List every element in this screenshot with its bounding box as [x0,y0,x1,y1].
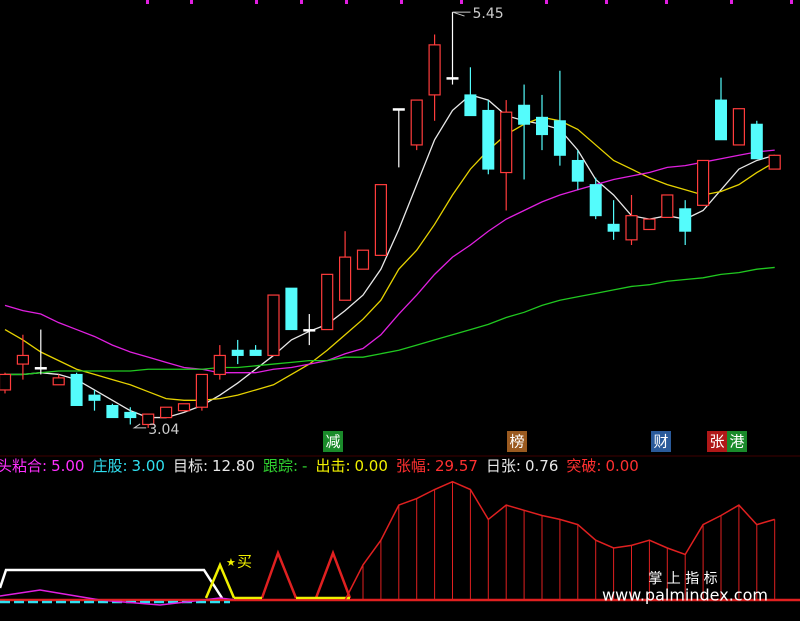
candle-body [249,349,262,356]
indicator-value: 0.76 [525,457,558,475]
badge-bg [323,431,343,452]
candle-body [70,373,83,406]
candle-body [661,194,674,219]
indicator-label: 突破: [566,457,601,475]
indicator-value: 0.00 [355,457,388,475]
candle-body [285,287,298,331]
badge: 财 [653,433,668,451]
ma-line [5,266,775,376]
badge-bg [727,431,747,452]
candle-body [34,367,47,370]
watermark-title: 掌 上 指 标 [648,571,717,587]
candle-body [446,77,459,80]
candle-body [553,120,566,156]
candle-body [428,44,441,96]
badge: 张 [709,433,724,451]
badge: 港 [729,433,744,451]
ma-line [4,149,775,374]
indicator-label: 跟踪: [263,457,298,475]
indicator-label: 目标: [173,457,208,475]
candle-body [500,111,513,174]
indicator-label: 头粘合: [0,457,47,475]
badge-bg [507,431,527,452]
candle-body [0,373,12,391]
high-pointer [452,11,471,17]
candle-body [160,406,173,419]
indicator-line [5,480,775,601]
indicator-value: - [302,457,307,475]
candle-body [571,159,584,182]
candle-body [625,215,638,241]
candle-body [464,94,477,117]
candle-body [643,218,656,231]
candle-body [607,223,620,232]
candle-body [303,329,316,332]
badge: 减 [325,433,340,451]
indicator-value: 29.57 [435,457,478,475]
indicator-value: 12.80 [212,457,255,475]
candle-body [732,108,746,146]
candle-body [231,349,244,356]
candle-body [267,294,280,357]
high-label: 5.45 [473,6,504,22]
plot: 5.45 3.04 减 榜 财 张港 ★ 买 头粘合: 5.00 庄股: 3.00 目标: 12.80 跟踪… [0,6,781,601]
candle-body [321,273,334,331]
indicator-label: 庄股: [92,457,127,475]
candle-body [195,373,208,408]
low-pointer [132,423,147,429]
candle-body [768,154,781,170]
indicator-label: 日张: [486,457,521,475]
candle-body [589,184,602,217]
indicator-value: 5.00 [51,457,84,475]
candle-body [392,108,405,111]
badge: 榜 [509,433,524,451]
indicator-row: 头粘合: 5.00 庄股: 3.00 目标: 12.80 跟踪: - 出击: 0.00 张幅: 29.… [0,457,639,475]
candle-body [177,403,191,412]
candle-body [339,256,352,301]
candle-body [124,411,137,419]
buy-star: ★ [226,556,236,569]
candle-body [696,159,710,206]
top-dots [146,0,793,4]
buy-signal: 买 [237,553,252,571]
candle-body [106,404,119,419]
candle-body [679,208,692,232]
indicator-label: 张幅: [396,457,431,475]
low-label: 3.04 [148,422,179,438]
candle-body [52,377,65,386]
candle-body [410,99,423,146]
candle-body [374,184,387,256]
candle-body [715,99,727,141]
badge-bg [651,431,671,452]
indicator-value: 3.00 [132,457,165,475]
candle-body [16,354,29,365]
candle-body [142,413,155,426]
candle-body [88,394,101,401]
candle-body [750,123,763,160]
indicator-label: 出击: [315,457,350,475]
candle-body [518,104,531,125]
badge-bg [707,431,727,452]
candle-body [213,354,226,376]
candle-body [482,109,495,170]
watermark-url: www.palmindex.com [602,586,768,605]
ma-line [4,116,776,401]
indicator-value: 0.00 [605,457,638,475]
candle-body [536,116,548,136]
candle-body [356,249,370,270]
